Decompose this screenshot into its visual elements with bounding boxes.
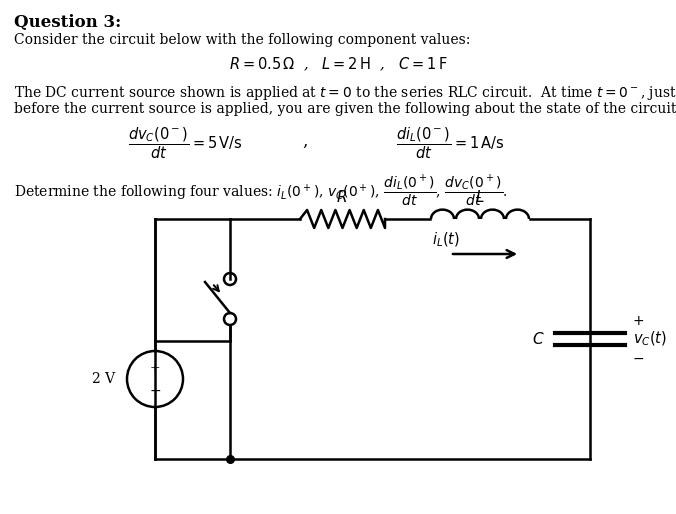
Text: $\dfrac{dv_C(0^-)}{dt} = 5\,\mathrm{V/s}$: $\dfrac{dv_C(0^-)}{dt} = 5\,\mathrm{V/s}…	[128, 125, 243, 160]
Text: $\dfrac{di_L(0^-)}{dt} = 1\,\mathrm{A/s}$: $\dfrac{di_L(0^-)}{dt} = 1\,\mathrm{A/s}…	[395, 125, 504, 160]
Text: Determine the following four values: $i_L(0^+)$, $v_C(0^+)$, $\dfrac{di_L(0^+)}{: Determine the following four values: $i_…	[14, 174, 508, 209]
Text: The DC current source shown is applied at $t = 0$ to the series RLC circuit.  At: The DC current source shown is applied a…	[14, 84, 676, 102]
Text: −: −	[149, 384, 161, 398]
Text: ,: ,	[302, 133, 308, 150]
Text: $L$: $L$	[475, 189, 485, 205]
Text: +: +	[149, 362, 160, 376]
Text: Question 3:: Question 3:	[14, 14, 121, 31]
Text: $i_L(t)$: $i_L(t)$	[432, 231, 460, 249]
Text: Consider the circuit below with the following component values:: Consider the circuit below with the foll…	[14, 33, 470, 47]
Text: −: −	[633, 352, 645, 366]
Text: $R = 0.5\,\Omega$  ,   $L = 2\,\mathrm{H}$  ,   $C = 1\,\mathrm{F}$: $R = 0.5\,\Omega$ , $L = 2\,\mathrm{H}$ …	[228, 56, 448, 74]
Text: $v_C(t)$: $v_C(t)$	[633, 330, 667, 348]
Text: +: +	[633, 314, 645, 328]
Text: $R$: $R$	[337, 189, 347, 205]
Text: before the current source is applied, you are given the following about the stat: before the current source is applied, yo…	[14, 102, 676, 116]
Text: 2 V: 2 V	[92, 372, 115, 386]
Text: $C$: $C$	[533, 331, 545, 347]
